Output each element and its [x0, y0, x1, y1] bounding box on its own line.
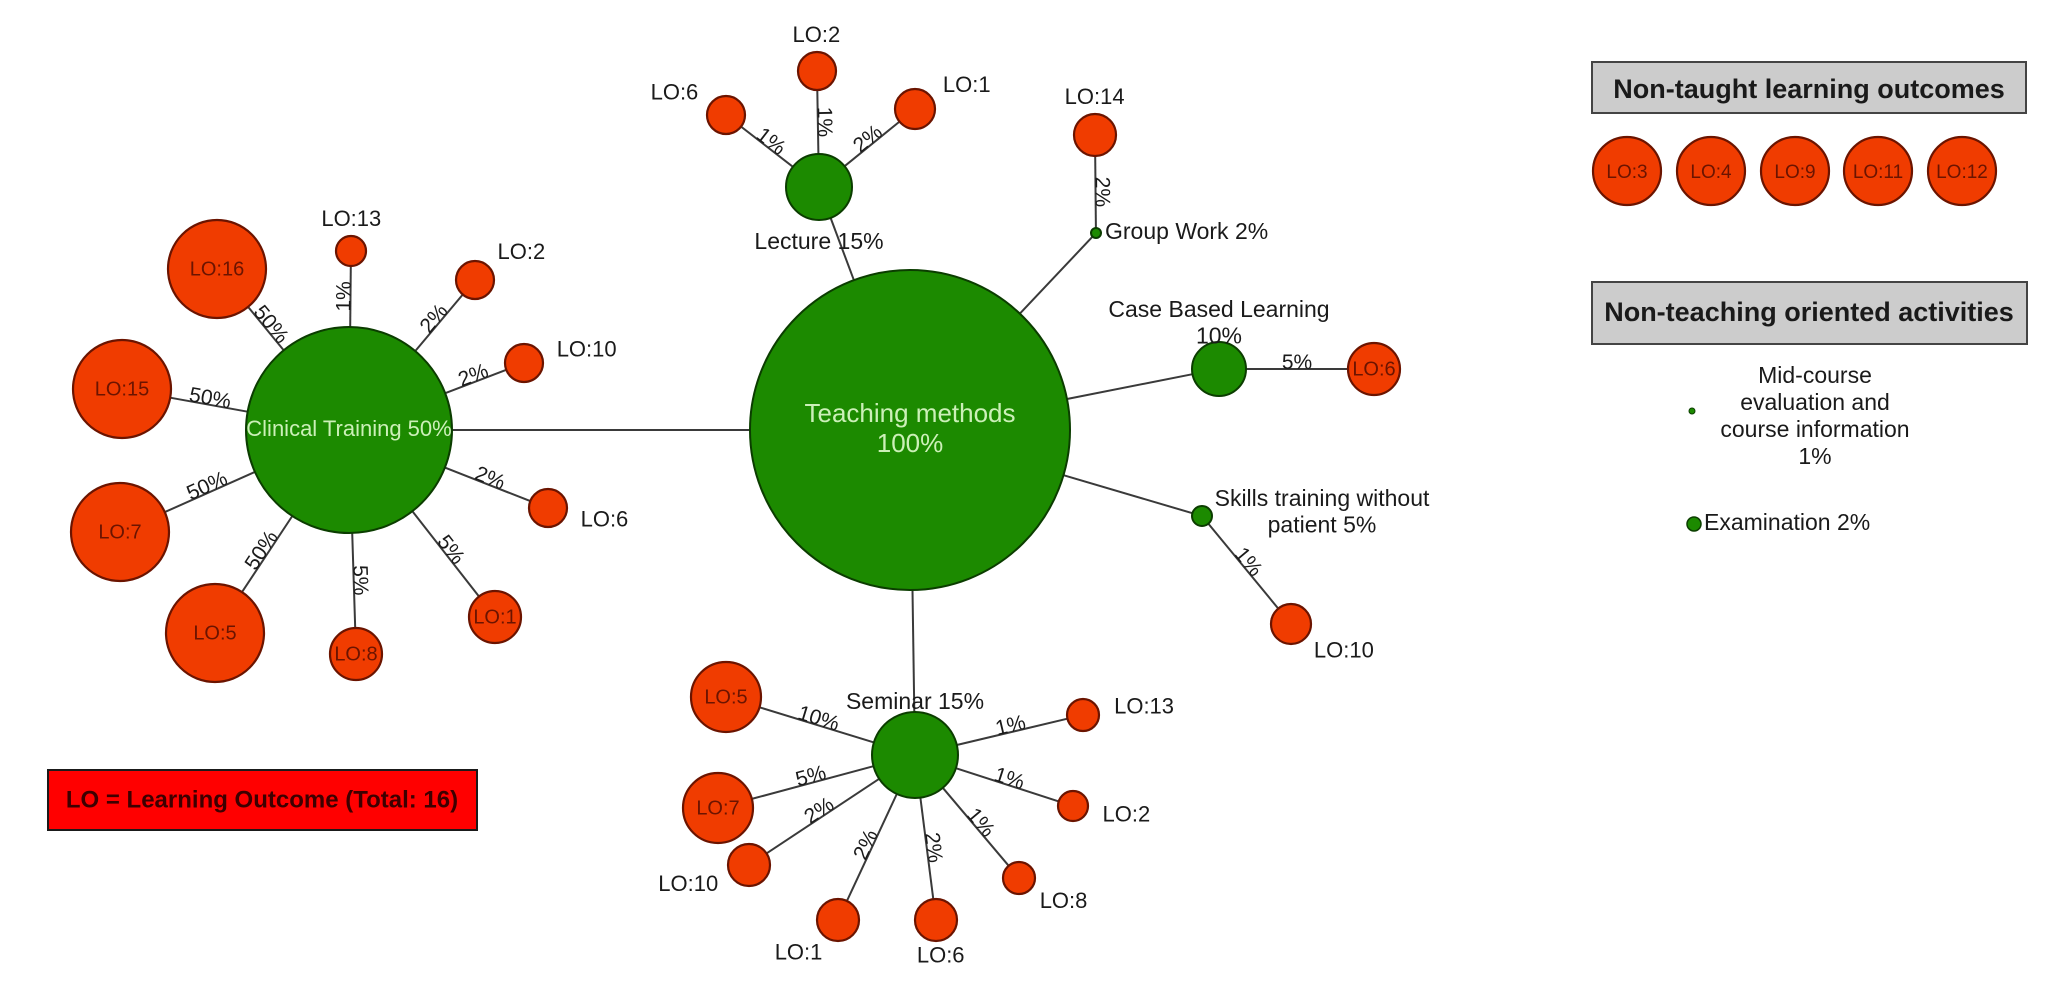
- svg-text:Non-teaching oriented activiti: Non-teaching oriented activities: [1604, 297, 2014, 327]
- svg-text:LO:11: LO:11: [1853, 162, 1903, 183]
- svg-text:course information: course information: [1720, 416, 1909, 442]
- svg-text:patient 5%: patient 5%: [1268, 512, 1377, 538]
- svg-text:LO:10: LO:10: [1314, 638, 1374, 663]
- svg-text:LO:1: LO:1: [473, 606, 516, 628]
- svg-text:Lecture 15%: Lecture 15%: [754, 228, 883, 254]
- svg-text:LO:10: LO:10: [557, 336, 617, 361]
- svg-text:LO:1: LO:1: [775, 939, 823, 964]
- svg-text:Teaching methods: Teaching methods: [804, 398, 1015, 428]
- svg-text:LO = Learning Outcome (Total:: LO = Learning Outcome (Total: 16): [66, 786, 458, 813]
- svg-text:1%: 1%: [332, 281, 355, 312]
- svg-text:5%: 5%: [1282, 351, 1312, 374]
- svg-text:LO:6: LO:6: [917, 943, 965, 968]
- svg-text:LO:2: LO:2: [498, 239, 546, 264]
- svg-text:LO:6: LO:6: [1352, 358, 1395, 380]
- svg-text:10%: 10%: [1196, 322, 1242, 348]
- svg-text:1%: 1%: [1798, 443, 1831, 469]
- svg-text:Seminar 15%: Seminar 15%: [846, 688, 984, 714]
- svg-text:LO:8: LO:8: [334, 643, 377, 665]
- svg-text:LO:9: LO:9: [1774, 162, 1815, 183]
- svg-text:Mid-course: Mid-course: [1758, 362, 1872, 388]
- svg-text:LO:2: LO:2: [793, 22, 841, 47]
- svg-text:LO:3: LO:3: [1606, 162, 1647, 183]
- svg-text:Examination 2%: Examination 2%: [1704, 509, 1870, 535]
- svg-text:LO:14: LO:14: [1065, 84, 1125, 109]
- svg-text:LO:7: LO:7: [696, 797, 739, 819]
- svg-text:Case Based Learning: Case Based Learning: [1108, 296, 1329, 322]
- svg-text:Skills training without: Skills training without: [1215, 485, 1430, 511]
- svg-text:Non-taught learning outcomes: Non-taught learning outcomes: [1613, 74, 2005, 104]
- svg-text:LO:10: LO:10: [658, 871, 718, 896]
- svg-text:LO:16: LO:16: [190, 258, 244, 280]
- svg-text:LO:1: LO:1: [943, 72, 991, 97]
- svg-text:100%: 100%: [877, 428, 944, 458]
- svg-text:Clinical Training 50%: Clinical Training 50%: [246, 416, 451, 441]
- svg-text:LO:6: LO:6: [581, 507, 629, 532]
- svg-text:1%: 1%: [813, 107, 837, 138]
- svg-text:Group Work 2%: Group Work 2%: [1105, 218, 1268, 244]
- svg-text:LO:5: LO:5: [193, 622, 236, 644]
- svg-text:5%: 5%: [348, 565, 372, 596]
- svg-text:LO:7: LO:7: [98, 521, 141, 543]
- svg-text:evaluation and: evaluation and: [1740, 389, 1890, 415]
- svg-text:LO:4: LO:4: [1690, 162, 1732, 183]
- svg-text:LO:8: LO:8: [1040, 888, 1088, 913]
- svg-text:LO:12: LO:12: [1936, 162, 1988, 183]
- svg-text:LO:6: LO:6: [651, 79, 699, 104]
- svg-text:LO:5: LO:5: [704, 686, 747, 708]
- svg-text:2%: 2%: [920, 831, 947, 864]
- svg-text:LO:2: LO:2: [1103, 801, 1151, 826]
- svg-text:LO:13: LO:13: [1114, 693, 1174, 718]
- svg-text:LO:15: LO:15: [95, 378, 149, 400]
- svg-text:LO:13: LO:13: [321, 206, 381, 231]
- svg-text:2%: 2%: [1090, 177, 1113, 208]
